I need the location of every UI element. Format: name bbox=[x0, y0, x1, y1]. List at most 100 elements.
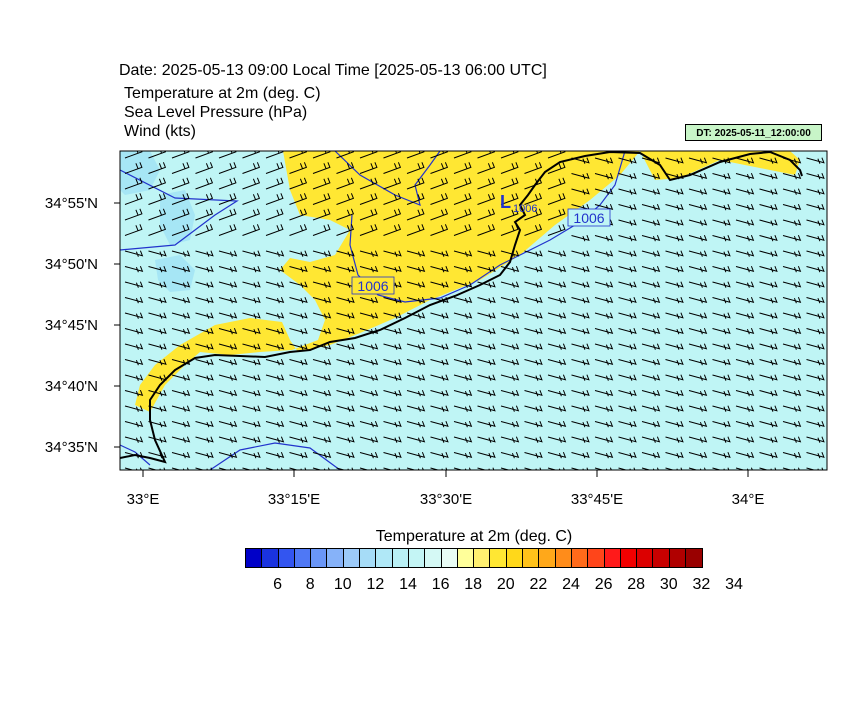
map-border bbox=[119, 150, 828, 471]
wind-barb bbox=[782, 405, 802, 412]
wind-barb bbox=[665, 405, 684, 412]
wind-barb bbox=[477, 250, 496, 257]
wind-barb bbox=[806, 359, 825, 366]
wind-barb bbox=[735, 204, 755, 211]
wind-barb bbox=[641, 452, 661, 459]
wind-barb bbox=[782, 235, 802, 242]
wind-barb bbox=[242, 328, 261, 335]
wind-barb bbox=[712, 359, 731, 366]
wind-barb bbox=[571, 452, 590, 459]
wind-barb bbox=[359, 421, 379, 428]
wind-barb bbox=[289, 151, 308, 159]
wind-barb bbox=[383, 151, 402, 159]
wind-barb bbox=[289, 421, 308, 428]
wind-barb bbox=[500, 436, 520, 443]
wind-barb bbox=[430, 177, 449, 190]
wind-barb bbox=[641, 328, 661, 335]
wind-barb bbox=[665, 390, 684, 397]
wind-barb bbox=[312, 151, 331, 159]
wind-barb bbox=[477, 359, 496, 366]
wind-barb bbox=[406, 421, 426, 428]
wind-barb bbox=[336, 151, 355, 159]
wind-barb bbox=[406, 390, 426, 397]
wind-barb bbox=[289, 359, 308, 366]
wind-barb bbox=[571, 266, 590, 273]
wind-barb bbox=[571, 250, 590, 257]
wind-barb bbox=[242, 359, 261, 366]
wind-barb bbox=[547, 374, 567, 381]
wind-barb bbox=[500, 421, 520, 428]
wind-barb bbox=[289, 328, 308, 335]
isobars bbox=[120, 151, 626, 470]
wind-barb bbox=[312, 177, 331, 190]
wind-barb bbox=[477, 224, 496, 236]
wind-barb bbox=[383, 224, 402, 236]
wind-barb bbox=[312, 250, 332, 257]
wind-barb bbox=[524, 224, 543, 236]
wind-barb bbox=[477, 328, 496, 335]
wind-barb bbox=[148, 281, 167, 288]
latitude-label: 34°55'N bbox=[44, 195, 98, 212]
wind-barb bbox=[171, 312, 191, 319]
wind-barb bbox=[218, 405, 238, 412]
wind-barb bbox=[524, 452, 543, 459]
wind-barb bbox=[594, 297, 614, 304]
wind-barb bbox=[312, 312, 332, 319]
wind-barb bbox=[336, 436, 355, 443]
wind-barb bbox=[218, 328, 238, 335]
wind-barb bbox=[712, 374, 731, 381]
wind-barb bbox=[547, 177, 566, 190]
wind-barb bbox=[500, 266, 520, 273]
wind-barb bbox=[712, 204, 731, 211]
wind-barb bbox=[171, 436, 191, 443]
wind-barb bbox=[406, 266, 426, 273]
wind-barb bbox=[618, 266, 637, 273]
wind-barb bbox=[453, 359, 473, 366]
wind-barb bbox=[312, 359, 332, 366]
wind-barb bbox=[359, 177, 378, 190]
wind-barb bbox=[171, 250, 191, 257]
colorbar-swatch bbox=[588, 549, 605, 567]
wind-barb bbox=[195, 151, 214, 159]
wind-barb bbox=[406, 343, 426, 350]
wind-barb bbox=[171, 421, 191, 428]
wind-barb bbox=[571, 359, 590, 366]
wind-barb bbox=[453, 328, 473, 335]
wind-barb bbox=[641, 390, 661, 397]
colorbar-swatch bbox=[311, 549, 328, 567]
wind-barb bbox=[406, 328, 426, 335]
wind-barb bbox=[477, 162, 496, 174]
wind-barb bbox=[218, 436, 238, 443]
colorbar-swatch bbox=[637, 549, 654, 567]
wind-barb bbox=[171, 374, 191, 381]
wind-barb bbox=[218, 343, 238, 350]
wind-barb bbox=[594, 359, 614, 366]
wind-barb bbox=[806, 436, 825, 443]
wind-barb bbox=[218, 359, 238, 366]
latitude-label: 34°40'N bbox=[44, 378, 98, 395]
wind-barb bbox=[242, 266, 261, 273]
wind-barb bbox=[688, 328, 708, 335]
colorbar-tick-label: 28 bbox=[627, 576, 646, 593]
wind-barb bbox=[265, 374, 285, 381]
wind-barb bbox=[265, 312, 285, 319]
wind-barb bbox=[453, 266, 473, 273]
wind-barb bbox=[383, 162, 402, 174]
wind-barb bbox=[759, 436, 778, 443]
wind-barb bbox=[594, 421, 614, 428]
wind-barb bbox=[453, 297, 473, 304]
wind-barb bbox=[453, 312, 473, 319]
wind-barb bbox=[782, 390, 802, 397]
wind-barb bbox=[148, 343, 167, 350]
wind-barb bbox=[383, 452, 402, 459]
colorbar-tick-label: 8 bbox=[305, 576, 315, 593]
wind-barb bbox=[171, 162, 190, 174]
wind-barb bbox=[524, 297, 543, 304]
wind-barb bbox=[289, 162, 308, 174]
wind-barb bbox=[571, 173, 590, 180]
wind-barb bbox=[618, 359, 637, 366]
latitude-label: 34°35'N bbox=[44, 439, 98, 456]
wind-barb bbox=[195, 343, 214, 350]
colorbar-swatch bbox=[620, 549, 638, 567]
wind-barb bbox=[524, 281, 543, 288]
